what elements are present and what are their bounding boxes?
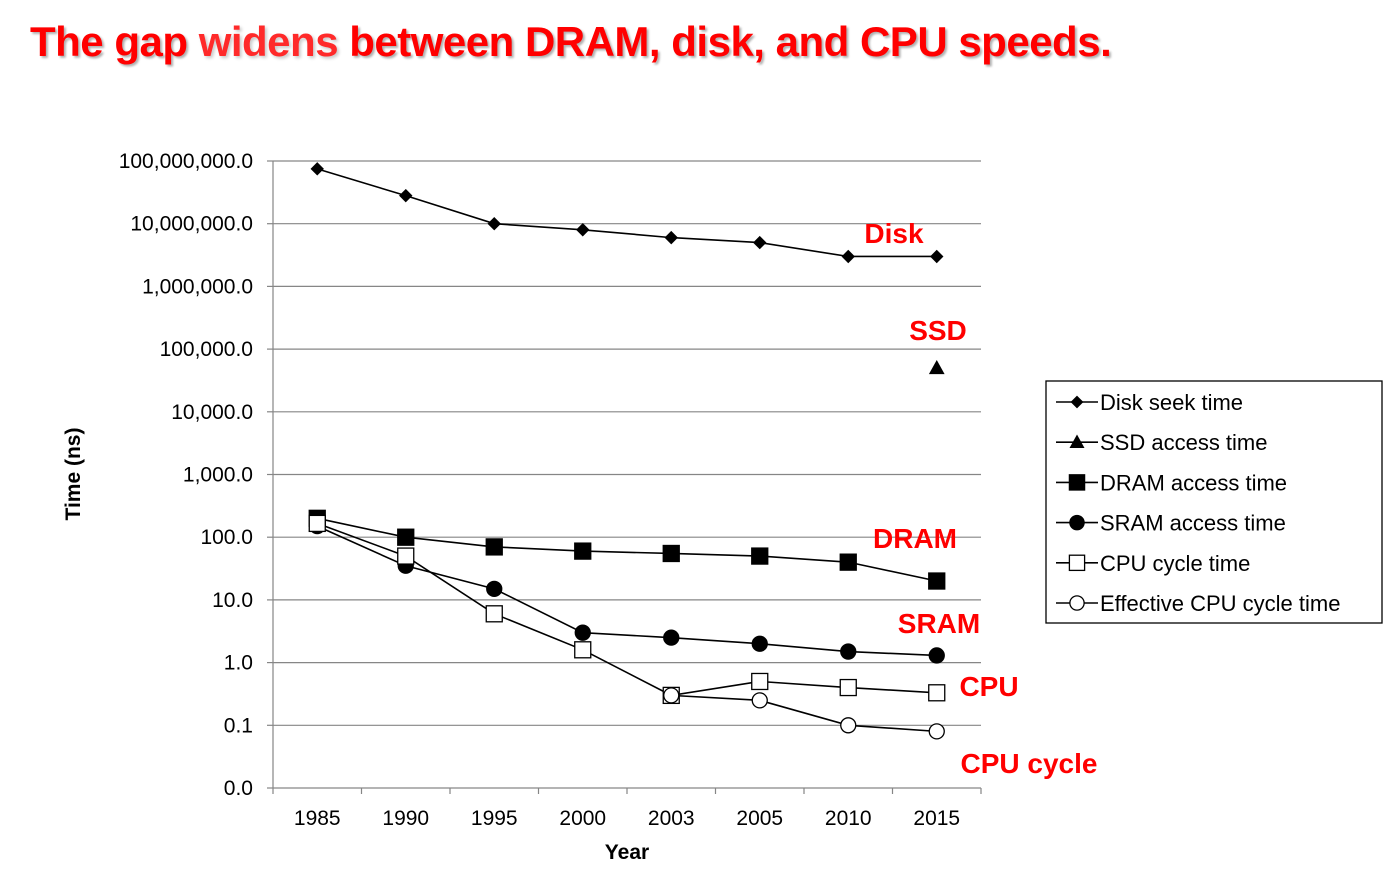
series-5 bbox=[663, 687, 945, 740]
y-tick-label: 0.0 bbox=[224, 777, 253, 800]
x-tick-label: 1995 bbox=[471, 807, 518, 830]
data-point bbox=[310, 162, 324, 176]
series-line bbox=[316, 522, 937, 697]
legend-marker bbox=[1068, 474, 1086, 491]
x-tick-label: 2015 bbox=[913, 807, 960, 830]
data-point bbox=[399, 188, 413, 203]
y-tick-label: 10,000.0 bbox=[171, 401, 253, 424]
slide-title: The gap widens between DRAM, disk, and C… bbox=[30, 18, 1112, 66]
y-tick-label: 100,000.0 bbox=[160, 338, 253, 361]
data-point bbox=[751, 672, 769, 691]
annotation-label: CPU cycle bbox=[961, 748, 1098, 779]
data-point bbox=[751, 692, 768, 709]
y-axis-title: Time (ns) bbox=[62, 428, 85, 521]
data-point bbox=[930, 249, 944, 264]
gridlines bbox=[273, 160, 981, 726]
legend-marker bbox=[1069, 434, 1085, 449]
data-point bbox=[840, 643, 857, 660]
y-tick-label: 1,000,000.0 bbox=[142, 275, 253, 298]
data-point bbox=[485, 538, 503, 556]
annotation-label: SRAM bbox=[898, 608, 980, 639]
data-point bbox=[664, 230, 678, 245]
legend-marker bbox=[1070, 395, 1084, 409]
data-point bbox=[839, 553, 857, 571]
y-tick-label: 100,000,000.0 bbox=[119, 150, 253, 173]
data-point bbox=[928, 684, 946, 702]
x-tick-label: 2000 bbox=[559, 807, 606, 830]
x-tick-label: 2010 bbox=[825, 807, 872, 830]
data-point bbox=[663, 629, 680, 646]
legend-marker bbox=[1068, 554, 1086, 572]
y-tick-label: 0.1 bbox=[224, 714, 253, 737]
legend-box bbox=[1045, 380, 1383, 624]
data-point bbox=[928, 723, 945, 740]
data-point bbox=[397, 528, 415, 546]
axes: 0.0 0.1 1.0 10.0 100.0 1,000.0 10,000.0 100,000… bbox=[119, 150, 982, 830]
data-point bbox=[751, 547, 769, 565]
data-point bbox=[841, 249, 855, 264]
data-point bbox=[839, 678, 857, 697]
data-point bbox=[751, 635, 768, 652]
annotation-label: SSD bbox=[909, 315, 967, 346]
data-point bbox=[576, 223, 590, 237]
data-point bbox=[753, 235, 767, 250]
y-tick-label: 1.0 bbox=[224, 652, 253, 675]
legend-marker bbox=[1069, 514, 1085, 531]
series-1 bbox=[928, 359, 945, 375]
title-part-1: The gap bbox=[30, 18, 199, 65]
legend-label: CPU cycle time bbox=[1100, 551, 1250, 576]
data-point bbox=[487, 216, 501, 231]
annotation-label: Disk bbox=[864, 218, 924, 249]
x-tick-label: 2005 bbox=[736, 807, 783, 830]
data-point bbox=[928, 647, 945, 664]
series-0 bbox=[310, 162, 944, 264]
legend: Disk seek time SSD access time DRAM access… bbox=[1045, 380, 1383, 624]
data-point bbox=[574, 542, 592, 560]
series-line bbox=[317, 168, 937, 258]
title-part-2: between DRAM, disk, and CPU speeds. bbox=[338, 18, 1112, 65]
data-point bbox=[308, 514, 326, 533]
legend-label: SRAM access time bbox=[1100, 511, 1286, 536]
annotation-label: CPU bbox=[959, 671, 1018, 702]
x-tick-label: 1985 bbox=[294, 807, 341, 830]
series-line bbox=[317, 517, 937, 582]
data-point bbox=[663, 687, 680, 704]
title-emphasis: widens bbox=[198, 18, 339, 65]
y-tick-label: 1,000.0 bbox=[183, 464, 253, 487]
legend-marker bbox=[1069, 595, 1085, 611]
data-point bbox=[574, 624, 591, 641]
data-point bbox=[397, 547, 415, 565]
series-2 bbox=[308, 509, 946, 590]
x-tick-label: 1990 bbox=[382, 807, 429, 830]
data-point bbox=[574, 641, 592, 659]
x-axis-title: Year bbox=[605, 841, 649, 864]
data-point bbox=[485, 605, 503, 623]
data-point bbox=[662, 544, 680, 563]
y-tick-label: 10.0 bbox=[212, 589, 253, 612]
data-point bbox=[486, 580, 503, 598]
y-tick-label: 100.0 bbox=[200, 526, 253, 549]
legend-label: DRAM access time bbox=[1100, 470, 1287, 495]
data-point bbox=[928, 572, 946, 590]
data-point bbox=[840, 717, 857, 734]
legend-label: Effective CPU cycle time bbox=[1100, 591, 1340, 616]
annotations: Disk SSD DRAM SRAM CPU CPU cycle bbox=[864, 218, 1097, 779]
x-tick-label: 2003 bbox=[648, 807, 695, 830]
legend-label: Disk seek time bbox=[1100, 390, 1243, 415]
annotation-label: DRAM bbox=[873, 523, 957, 554]
data-point bbox=[928, 359, 945, 375]
series-line bbox=[316, 525, 937, 657]
series-line bbox=[671, 694, 937, 733]
series-3 bbox=[309, 518, 945, 664]
series-group bbox=[308, 162, 946, 740]
y-tick-label: 10,000,000.0 bbox=[130, 213, 253, 236]
legend-label: SSD access time bbox=[1100, 430, 1268, 455]
